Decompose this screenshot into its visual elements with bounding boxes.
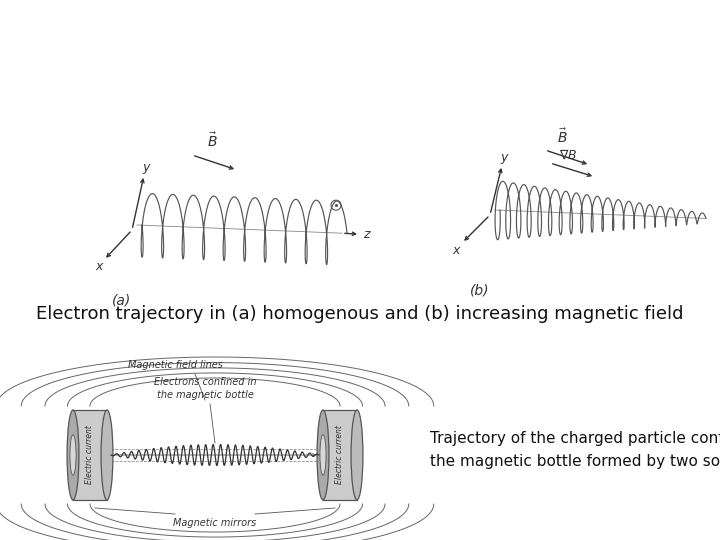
Text: Electric current: Electric current xyxy=(86,426,94,484)
Text: y: y xyxy=(143,160,150,173)
Text: Magnetic mirrors: Magnetic mirrors xyxy=(174,518,256,528)
Ellipse shape xyxy=(320,435,326,475)
Text: Electric current: Electric current xyxy=(336,426,344,484)
Text: z: z xyxy=(363,228,369,241)
Ellipse shape xyxy=(67,410,79,500)
Ellipse shape xyxy=(351,410,363,500)
Bar xyxy=(73,410,107,500)
Text: (a): (a) xyxy=(112,294,132,308)
Ellipse shape xyxy=(101,410,113,500)
Text: (b): (b) xyxy=(470,284,490,298)
Text: $\vec{B}$: $\vec{B}$ xyxy=(207,131,217,150)
Ellipse shape xyxy=(317,410,329,500)
Text: Electron trajectory in (a) homogenous and (b) increasing magnetic field: Electron trajectory in (a) homogenous an… xyxy=(36,305,684,323)
Bar xyxy=(323,410,357,500)
Text: y: y xyxy=(500,151,508,164)
Text: x: x xyxy=(452,244,459,256)
Text: Trajectory of the charged particle confined in
the magnetic bottle formed by two: Trajectory of the charged particle confi… xyxy=(430,431,720,469)
Text: Magnetic field lines: Magnetic field lines xyxy=(127,360,222,370)
Ellipse shape xyxy=(70,435,76,475)
Text: $\nabla B$: $\nabla B$ xyxy=(559,148,577,162)
Text: $\vec{B}$: $\vec{B}$ xyxy=(557,127,567,146)
Text: x: x xyxy=(95,260,103,273)
Text: Electrons confined in
the magnetic bottle: Electrons confined in the magnetic bottl… xyxy=(154,377,256,400)
